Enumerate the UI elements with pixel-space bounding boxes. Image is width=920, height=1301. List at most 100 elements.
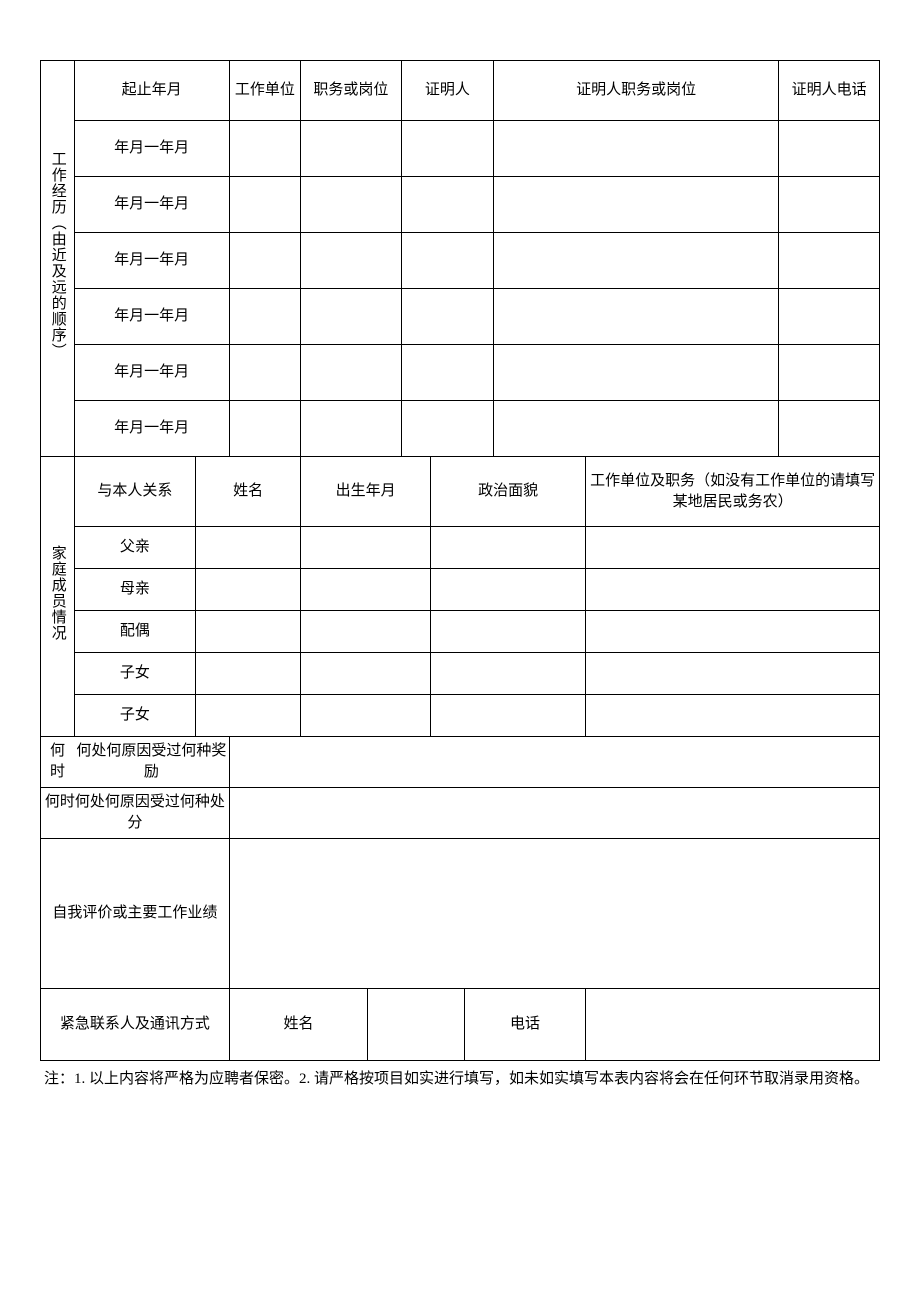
work-history-witness[interactable]	[401, 345, 493, 401]
family-birth[interactable]	[301, 611, 431, 653]
emergency-contact-phone-label: 电话	[464, 989, 586, 1061]
work-history-witness-position[interactable]	[493, 345, 778, 401]
family-birth[interactable]	[301, 569, 431, 611]
family-relation: 配偶	[74, 611, 196, 653]
work-history-period[interactable]: 年月一年月	[74, 177, 229, 233]
family-relation: 母亲	[74, 569, 196, 611]
work-history-witness-position[interactable]	[493, 121, 778, 177]
family-political[interactable]	[431, 653, 586, 695]
family-name[interactable]	[196, 527, 301, 569]
work-history-witness-phone[interactable]	[779, 401, 880, 457]
emergency-contact-row: 紧急联系人及通讯方式 姓名 电话	[41, 989, 880, 1061]
family-row: 配偶	[41, 611, 880, 653]
work-history-witness[interactable]	[401, 121, 493, 177]
awards-label-part1: 何时	[41, 737, 75, 788]
punishments-row: 何时何处何原因受过何种处分	[41, 788, 880, 839]
work-history-witness-phone[interactable]	[779, 233, 880, 289]
family-row: 子女	[41, 653, 880, 695]
form-note: 注：1. 以上内容将严格为应聘者保密。2. 请严格按项目如实进行填写，如未如实填…	[40, 1067, 880, 1091]
work-history-row: 年月一年月	[41, 233, 880, 289]
awards-label-part2: 何处何原因受过何种奖励	[74, 737, 229, 788]
work-history-witness[interactable]	[401, 401, 493, 457]
family-relation: 父亲	[74, 527, 196, 569]
family-political[interactable]	[431, 695, 586, 737]
work-history-witness-phone[interactable]	[779, 345, 880, 401]
family-employer[interactable]	[586, 695, 880, 737]
work-history-witness[interactable]	[401, 177, 493, 233]
work-history-position[interactable]	[301, 233, 402, 289]
family-birth[interactable]	[301, 695, 431, 737]
work-history-position[interactable]	[301, 177, 402, 233]
work-history-witness[interactable]	[401, 233, 493, 289]
family-row: 父亲	[41, 527, 880, 569]
family-name[interactable]	[196, 611, 301, 653]
emergency-contact-phone-value[interactable]	[586, 989, 880, 1061]
work-history-employer[interactable]	[229, 233, 300, 289]
work-history-witness-position[interactable]	[493, 401, 778, 457]
family-header-birth: 出生年月	[301, 457, 431, 527]
family-row: 子女	[41, 695, 880, 737]
family-row: 母亲	[41, 569, 880, 611]
family-name[interactable]	[196, 695, 301, 737]
work-history-employer[interactable]	[229, 177, 300, 233]
self-evaluation-row: 自我评价或主要工作业绩	[41, 839, 880, 989]
family-political[interactable]	[431, 527, 586, 569]
family-header-political: 政治面貌	[431, 457, 586, 527]
emergency-contact-name-label: 姓名	[229, 989, 367, 1061]
family-employer[interactable]	[586, 527, 880, 569]
family-name[interactable]	[196, 569, 301, 611]
work-history-row: 年月一年月	[41, 121, 880, 177]
work-history-row: 年月一年月	[41, 177, 880, 233]
punishments-label: 何时何处何原因受过何种处分	[41, 788, 230, 839]
family-employer[interactable]	[586, 611, 880, 653]
family-employer[interactable]	[586, 653, 880, 695]
family-section-label: 家庭成员情况	[41, 457, 75, 737]
work-history-header-witness: 证明人	[401, 61, 493, 121]
application-form-table: 工作经历（由近及远的顺序） 起止年月 工作单位 职务或岗位 证明人 证明人职务或…	[40, 60, 880, 1061]
work-history-period[interactable]: 年月一年月	[74, 121, 229, 177]
family-name[interactable]	[196, 653, 301, 695]
work-history-period[interactable]: 年月一年月	[74, 289, 229, 345]
work-history-witness-phone[interactable]	[779, 121, 880, 177]
work-history-header-witness-position: 证明人职务或岗位	[493, 61, 778, 121]
work-history-employer[interactable]	[229, 345, 300, 401]
emergency-contact-label: 紧急联系人及通讯方式	[41, 989, 230, 1061]
work-history-employer[interactable]	[229, 401, 300, 457]
work-history-witness-phone[interactable]	[779, 177, 880, 233]
work-history-witness-position[interactable]	[493, 233, 778, 289]
work-history-header-period: 起止年月	[74, 61, 229, 121]
family-birth[interactable]	[301, 653, 431, 695]
emergency-contact-name-value[interactable]	[368, 989, 464, 1061]
work-history-position[interactable]	[301, 121, 402, 177]
family-birth[interactable]	[301, 527, 431, 569]
work-history-witness[interactable]	[401, 289, 493, 345]
family-political[interactable]	[431, 611, 586, 653]
work-history-witness-phone[interactable]	[779, 289, 880, 345]
work-history-row: 年月一年月	[41, 289, 880, 345]
family-relation: 子女	[74, 653, 196, 695]
family-political[interactable]	[431, 569, 586, 611]
work-history-period[interactable]: 年月一年月	[74, 345, 229, 401]
work-history-section-label: 工作经历（由近及远的顺序）	[41, 61, 75, 457]
work-history-position[interactable]	[301, 401, 402, 457]
work-history-position[interactable]	[301, 289, 402, 345]
awards-value[interactable]	[229, 737, 879, 788]
awards-row: 何时 何处何原因受过何种奖励	[41, 737, 880, 788]
self-evaluation-value[interactable]	[229, 839, 879, 989]
work-history-witness-position[interactable]	[493, 289, 778, 345]
work-history-employer[interactable]	[229, 289, 300, 345]
family-relation: 子女	[74, 695, 196, 737]
work-history-period[interactable]: 年月一年月	[74, 233, 229, 289]
family-header-employer: 工作单位及职务（如没有工作单位的请填写某地居民或务农）	[586, 457, 880, 527]
work-history-header-position: 职务或岗位	[301, 61, 402, 121]
punishments-value[interactable]	[229, 788, 879, 839]
family-header-relation: 与本人关系	[74, 457, 196, 527]
work-history-employer[interactable]	[229, 121, 300, 177]
family-employer[interactable]	[586, 569, 880, 611]
work-history-row: 年月一年月	[41, 345, 880, 401]
work-history-position[interactable]	[301, 345, 402, 401]
work-history-period[interactable]: 年月一年月	[74, 401, 229, 457]
family-header-name: 姓名	[196, 457, 301, 527]
work-history-witness-position[interactable]	[493, 177, 778, 233]
work-history-row: 年月一年月	[41, 401, 880, 457]
